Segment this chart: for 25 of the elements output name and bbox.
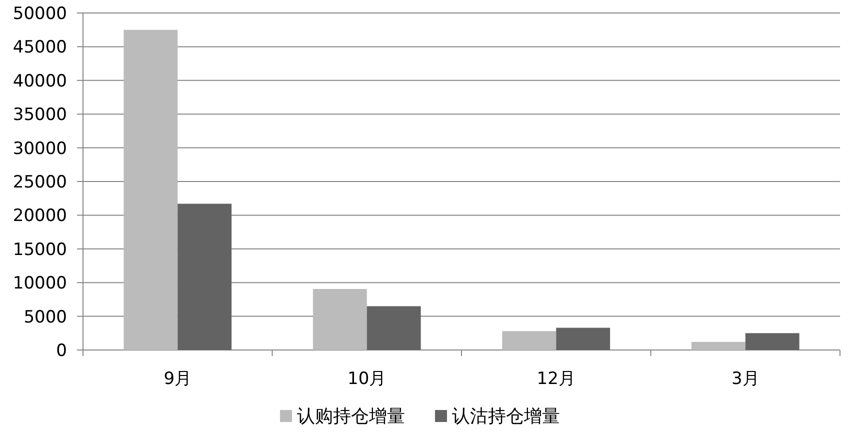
x-tick-label: 3月 [731,369,760,389]
y-tick-label: 5000 [24,307,67,328]
y-tick-label: 15000 [12,240,67,260]
y-tick-label: 10000 [12,274,67,294]
y-tick-label: 30000 [12,138,67,159]
x-tick-label: 12月 [536,369,576,389]
legend-label: 认沽持仓增量 [452,406,560,427]
y-tick-label: 20000 [12,206,67,226]
bar [556,328,610,350]
y-tick-label: 40000 [12,71,67,92]
y-tick-label: 45000 [12,38,67,58]
bar [502,331,556,350]
y-tick-label: 25000 [12,172,67,192]
bar [366,306,421,350]
x-tick-label: 9月 [164,369,192,389]
y-tick-label: 50000 [12,4,67,24]
x-tick-label: 10月 [348,369,386,389]
bar [745,333,800,350]
bar [124,30,178,350]
bar [691,342,746,350]
bar [312,289,367,350]
y-tick-label: 0 [56,341,67,361]
y-tick-label: 35000 [12,105,67,126]
legend-label: 认购持仓增量 [297,406,405,427]
bar [178,204,232,350]
